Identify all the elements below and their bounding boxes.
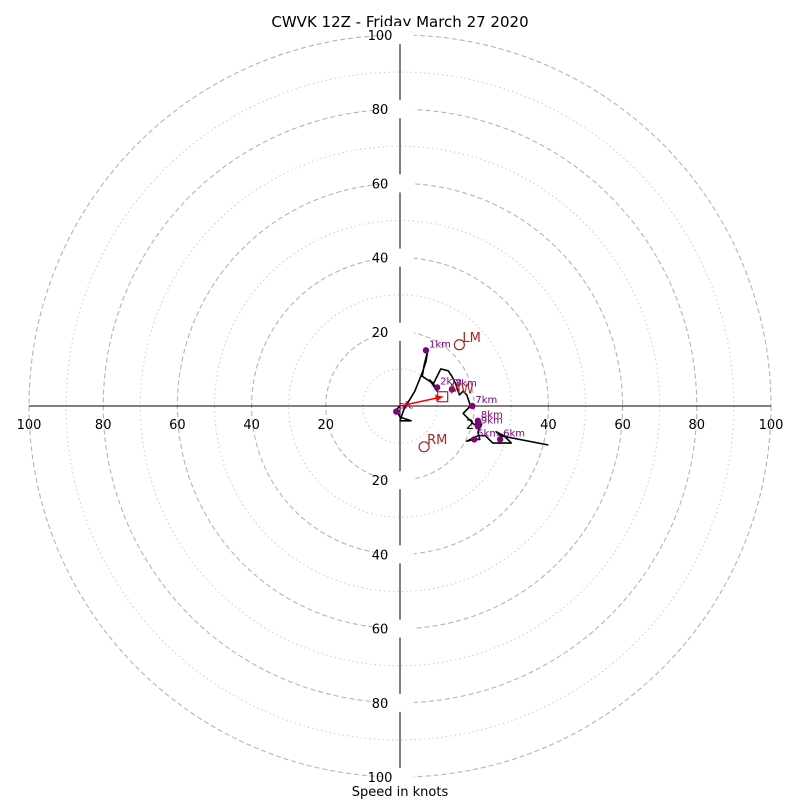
height-label-8km: 8km xyxy=(481,410,503,421)
height-point-5km xyxy=(471,436,478,443)
wind-trace xyxy=(395,349,549,446)
y-tick-bg xyxy=(386,248,414,267)
x-tick-label: 80 xyxy=(95,418,112,433)
storm-motions: LM RM MW xyxy=(399,331,481,453)
y-tick-bg xyxy=(386,768,414,786)
height-point-sfc xyxy=(393,408,400,415)
mean-wind-marker xyxy=(437,391,449,403)
y-tick-bg xyxy=(386,471,414,490)
storm-motion-LM xyxy=(453,339,465,351)
height-label-5km: 5km xyxy=(477,428,499,439)
x-axis-title: Speed in knots xyxy=(352,785,449,800)
tick-labels: 100 100 100 100 80 80 80 80 60 60 60 60 40 40 40 40 20 20… xyxy=(17,26,784,786)
shear-vector-line xyxy=(399,395,443,407)
height-label-9km: 9km xyxy=(481,415,503,426)
height-point-2km xyxy=(433,384,441,391)
mean-wind-label: MW xyxy=(450,383,474,398)
y-tick-label: 20 xyxy=(372,326,389,341)
y-tick-bg xyxy=(386,693,414,712)
x-tick-label: 80 xyxy=(689,418,706,433)
shear-vector-head xyxy=(435,394,443,402)
y-tick-label: 20 xyxy=(372,474,389,489)
height-point-8km xyxy=(474,417,482,425)
x-tick-label: 100 xyxy=(17,418,42,433)
x-tick-label: 20 xyxy=(318,418,335,433)
x-tick-label: 40 xyxy=(540,418,557,433)
x-tick-label: 40 xyxy=(243,418,260,433)
storm-motion-label-LM: LM xyxy=(462,331,480,346)
y-tick-bg xyxy=(386,26,414,44)
y-tick-label: 40 xyxy=(372,252,389,267)
height-point-1km xyxy=(422,347,430,354)
storm-motion-label-RM: RM xyxy=(427,433,447,448)
y-tick-label: 80 xyxy=(372,697,389,712)
height-point-3km xyxy=(448,386,456,393)
y-tick-bg xyxy=(386,100,414,119)
height-point-7km xyxy=(469,402,476,410)
y-tick-label: 100 xyxy=(368,771,393,786)
x-tick-label: 60 xyxy=(614,418,631,433)
height-label-6km: 6km xyxy=(503,428,525,439)
height-point-6km xyxy=(496,436,504,443)
y-tick-bg xyxy=(386,545,414,564)
y-tick-label: 60 xyxy=(372,623,389,638)
height-label-3km: 3km xyxy=(455,378,477,389)
height-label-sfc: sfc xyxy=(399,401,413,412)
y-tick-bg xyxy=(386,174,414,193)
height-label-7km: 7km xyxy=(475,395,497,406)
x-tick-label: 100 xyxy=(759,418,784,433)
chart-title: CWVK 12Z - Friday March 27 2020 xyxy=(271,13,528,31)
x-tick-label: 60 xyxy=(169,418,186,433)
y-tick-label: 60 xyxy=(372,177,389,192)
y-tick-label: 100 xyxy=(368,29,393,44)
storm-motion-RM xyxy=(418,441,430,453)
y-tick-bg xyxy=(386,619,414,638)
wind-trace-line xyxy=(395,349,549,446)
y-tick-label: 80 xyxy=(372,103,389,118)
height-label-1km: 1km xyxy=(429,339,451,350)
height-label-2km: 2km xyxy=(440,376,462,387)
y-tick-label: 40 xyxy=(372,548,389,563)
height-point-9km xyxy=(474,423,482,430)
y-tick-bg xyxy=(386,322,414,341)
